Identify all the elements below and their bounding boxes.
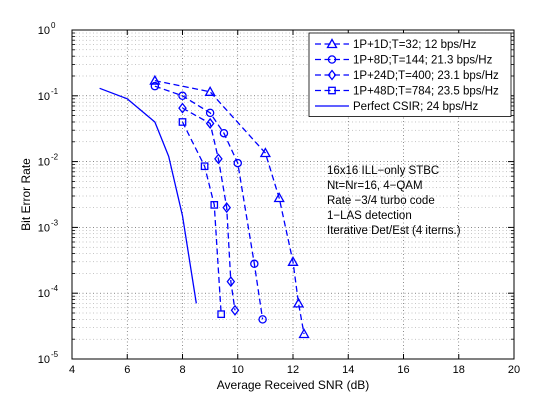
annotation-line: Iterative Det/Est (4 iterns.) xyxy=(327,225,461,237)
data-point-diamond xyxy=(226,276,236,288)
y-tick-label: 10 xyxy=(38,222,50,234)
legend-label: 1P+24D;T=400; 23.1 bps/Hz xyxy=(353,70,499,82)
data-point-triangle xyxy=(259,147,271,158)
data-point-square xyxy=(200,162,209,171)
x-tick-label: 16 xyxy=(397,364,409,376)
y-tick-exponent: -3 xyxy=(51,218,59,227)
data-point-diamond xyxy=(178,102,187,114)
y-tick-exponent: -1 xyxy=(51,87,59,96)
legend-marker-square xyxy=(328,86,336,95)
annotation-line: Rate −3/4 turbo code xyxy=(327,195,435,207)
data-point-triangle xyxy=(287,255,299,266)
y-tick-exponent: -2 xyxy=(51,153,59,162)
series-1 xyxy=(149,74,310,339)
data-point-circle xyxy=(233,158,242,168)
series-line xyxy=(181,121,222,315)
x-axis-label: Average Received SNR (dB) xyxy=(217,378,370,392)
y-tick-label: 10 xyxy=(38,354,50,366)
annotation-box: 16x16 ILL−only STBC Nt=Nr=16, 4−QAM Rate −… xyxy=(327,165,461,237)
data-point-diamond xyxy=(205,117,215,130)
x-tick-label: 6 xyxy=(124,364,130,376)
y-tick-label: 10 xyxy=(38,157,50,169)
series-line xyxy=(154,85,264,320)
data-point-triangle xyxy=(149,74,161,85)
data-point-triangle xyxy=(204,85,216,96)
data-point-square xyxy=(217,310,226,319)
annotation-line: 16x16 ILL−only STBC xyxy=(327,165,439,177)
data-point-circle xyxy=(205,108,215,118)
annotation-line: 1−LAS detection xyxy=(327,210,412,222)
data-point-circle xyxy=(250,259,259,269)
y-axis-label: Bit Error Rate xyxy=(19,158,33,231)
x-tick-label: 12 xyxy=(287,364,299,376)
data-point-square xyxy=(210,201,219,209)
x-tick-label: 10 xyxy=(232,364,244,376)
series-3 xyxy=(178,102,240,316)
data-point-diamond xyxy=(222,202,232,214)
data-point-triangle xyxy=(273,192,285,203)
x-tick-label: 8 xyxy=(179,364,185,376)
legend: 1P+1D;T=32; 12 bps/Hz 1P+8D;T=144; 21.3 b… xyxy=(308,32,512,117)
legend-marker-circle xyxy=(327,55,337,64)
series-2 xyxy=(150,81,267,324)
x-tick-label: 18 xyxy=(453,364,465,376)
data-point-diamond xyxy=(214,153,223,165)
series-line xyxy=(99,87,197,304)
legend-label: 1P+8D;T=144; 21.3 bps/Hz xyxy=(353,55,493,67)
x-tick-label: 4 xyxy=(69,364,75,376)
y-tick-label: 10 xyxy=(38,288,50,300)
legend-marker-triangle xyxy=(326,38,338,49)
data-point-triangle xyxy=(298,328,310,339)
y-tick-label: 10 xyxy=(38,25,50,37)
data-point-circle xyxy=(150,81,160,91)
data-point-triangle xyxy=(292,297,305,308)
data-point-square xyxy=(178,118,187,126)
annotation-line: Nt=Nr=16, 4−QAM xyxy=(327,180,423,192)
data-point-diamond xyxy=(230,304,240,316)
series-5 xyxy=(99,87,197,304)
y-tick-exponent: 0 xyxy=(51,21,56,30)
legend-label: 1P+48D;T=784; 23.5 bps/Hz xyxy=(353,86,499,98)
series-line xyxy=(154,79,305,335)
series-4 xyxy=(178,118,226,319)
legend-label: 1P+1D;T=32; 12 bps/Hz xyxy=(353,39,477,51)
data-point-circle xyxy=(258,315,267,324)
x-tick-label: 14 xyxy=(342,364,354,376)
y-tick-exponent: -5 xyxy=(51,350,59,359)
y-tick-exponent: -4 xyxy=(51,284,59,293)
grid xyxy=(72,30,514,359)
data-point-circle xyxy=(219,128,229,138)
legend-marker-diamond xyxy=(327,69,337,81)
series-layer xyxy=(99,74,310,339)
y-tick-label: 10 xyxy=(38,91,50,103)
legend-box xyxy=(308,32,512,117)
legend-label: Perfect CSIR; 24 bps/Hz xyxy=(353,101,479,113)
x-tick-label: 20 xyxy=(508,364,520,376)
data-point-circle xyxy=(178,91,187,101)
